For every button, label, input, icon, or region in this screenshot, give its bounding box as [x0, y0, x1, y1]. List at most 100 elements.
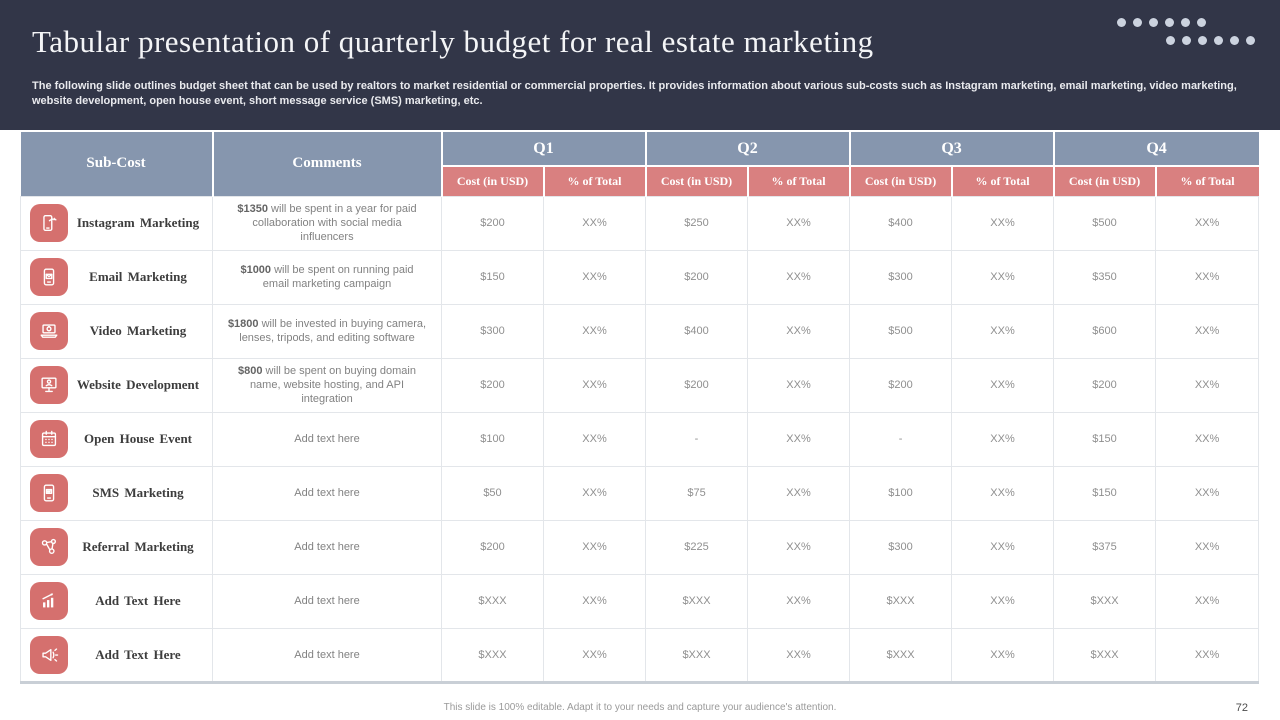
- phone-message-icon: [30, 474, 68, 512]
- value-cell: XX%: [951, 519, 1055, 575]
- comment-cell: Add text here: [212, 411, 442, 467]
- slide-header-band: Tabular presentation of quarterly budget…: [0, 0, 1280, 130]
- dot-icon: [1149, 18, 1158, 27]
- value-cell: XX%: [542, 411, 647, 467]
- value-cell: XX%: [542, 357, 647, 413]
- value-cell: $XXX: [441, 573, 544, 629]
- value-cell: XX%: [951, 357, 1055, 413]
- value-cell: XX%: [1155, 411, 1260, 467]
- value-cell: $XXX: [645, 573, 749, 629]
- value-cell: $XXX: [1053, 627, 1157, 684]
- value-cell: $XXX: [849, 627, 953, 684]
- subheader-q1-pct: % of Total: [542, 165, 646, 196]
- comment-cell: Add text here: [212, 573, 442, 629]
- column-header-q2: Q2: [644, 132, 850, 166]
- table-row: Add Text Here Add text here $XXX XX% $XX…: [20, 573, 1260, 629]
- value-cell: $100: [441, 411, 544, 467]
- value-cell: XX%: [542, 519, 647, 575]
- value-cell: $150: [1053, 411, 1157, 467]
- comment-cell: $800 will be spent on buying domain name…: [212, 357, 442, 413]
- value-cell: XX%: [1155, 249, 1260, 305]
- dot-icon: [1117, 18, 1126, 27]
- footer-note: This slide is 100% editable. Adapt it to…: [443, 702, 837, 713]
- monitor-user-icon: [30, 366, 68, 404]
- value-cell: $50: [441, 465, 544, 521]
- value-cell: XX%: [951, 249, 1055, 305]
- value-cell: $200: [849, 357, 953, 413]
- value-cell: $400: [849, 195, 953, 251]
- value-cell: $300: [441, 303, 544, 359]
- value-cell: -: [849, 411, 953, 467]
- dot-icon: [1246, 36, 1255, 45]
- value-cell: XX%: [951, 573, 1055, 629]
- value-cell: XX%: [542, 195, 647, 251]
- value-cell: $200: [645, 249, 749, 305]
- dot-icon: [1197, 18, 1206, 27]
- value-cell: XX%: [747, 573, 851, 629]
- dot-icon: [1165, 18, 1174, 27]
- value-cell: $300: [849, 519, 953, 575]
- page-title: Tabular presentation of quarterly budget…: [32, 24, 874, 59]
- subcost-label: SMS Marketing: [92, 485, 184, 500]
- value-cell: $XXX: [1053, 573, 1157, 629]
- comment-cell: $1800 will be invested in buying camera,…: [212, 303, 442, 359]
- column-header-q4: Q4: [1052, 132, 1259, 166]
- decorative-dots-row-1: [1117, 18, 1206, 27]
- laptop-camera-icon: [30, 312, 68, 350]
- subheader-q2-cost: Cost (in USD): [644, 165, 748, 196]
- column-header-comments: Comments: [212, 132, 443, 196]
- table-row: SMS Marketing Add text here $50 XX% $75 …: [20, 465, 1260, 521]
- subcost-label: Open House Event: [83, 431, 192, 446]
- subcost-label: Referral Marketing: [82, 539, 194, 554]
- comment-cell: $1350 will be spent in a year for paid c…: [212, 195, 442, 251]
- value-cell: XX%: [747, 249, 851, 305]
- value-cell: $225: [645, 519, 749, 575]
- value-cell: XX%: [1155, 573, 1260, 629]
- subheader-q4-cost: Cost (in USD): [1052, 165, 1156, 196]
- value-cell: XX%: [747, 357, 851, 413]
- calendar-icon: [30, 420, 68, 458]
- dot-icon: [1166, 36, 1175, 45]
- dot-icon: [1198, 36, 1207, 45]
- phone-email-icon: [30, 258, 68, 296]
- subcost-label: Video Marketing: [89, 323, 187, 338]
- value-cell: $XXX: [441, 627, 544, 684]
- phone-share-icon: [30, 204, 68, 242]
- table-row: Referral Marketing Add text here $200 XX…: [20, 519, 1260, 575]
- decorative-dots-row-2: [1166, 36, 1255, 45]
- value-cell: $600: [1053, 303, 1157, 359]
- subcost-label: Add Text Here: [95, 593, 181, 608]
- value-cell: $250: [645, 195, 749, 251]
- slide-subtitle: The following slide outlines budget shee…: [32, 80, 1237, 107]
- comment-cell: Add text here: [212, 519, 442, 575]
- table-row: Open House Event Add text here $100 XX% …: [20, 411, 1260, 467]
- subheader-q1-cost: Cost (in USD): [440, 165, 544, 196]
- dot-icon: [1133, 18, 1142, 27]
- dot-icon: [1182, 36, 1191, 45]
- comment-cell: Add text here: [212, 465, 442, 521]
- column-header-q3: Q3: [848, 132, 1054, 166]
- table-row: Instagram Marketing $1350 will be spent …: [20, 195, 1260, 251]
- value-cell: XX%: [1155, 519, 1260, 575]
- value-cell: $200: [1053, 357, 1157, 413]
- value-cell: XX%: [747, 465, 851, 521]
- value-cell: $500: [1053, 195, 1157, 251]
- comment-cell: $1000 will be spent on running paid emai…: [212, 249, 442, 305]
- dot-icon: [1230, 36, 1239, 45]
- subheader-q4-pct: % of Total: [1154, 165, 1259, 196]
- value-cell: XX%: [1155, 195, 1260, 251]
- value-cell: XX%: [747, 411, 851, 467]
- value-cell: XX%: [542, 249, 647, 305]
- value-cell: $500: [849, 303, 953, 359]
- value-cell: -: [645, 411, 749, 467]
- value-cell: XX%: [951, 411, 1055, 467]
- value-cell: $375: [1053, 519, 1157, 575]
- value-cell: XX%: [747, 303, 851, 359]
- value-cell: XX%: [542, 465, 647, 521]
- column-header-subcost: Sub-Cost: [20, 132, 214, 196]
- value-cell: $75: [645, 465, 749, 521]
- value-cell: XX%: [1155, 357, 1260, 413]
- subheader-q2-pct: % of Total: [746, 165, 850, 196]
- value-cell: XX%: [951, 303, 1055, 359]
